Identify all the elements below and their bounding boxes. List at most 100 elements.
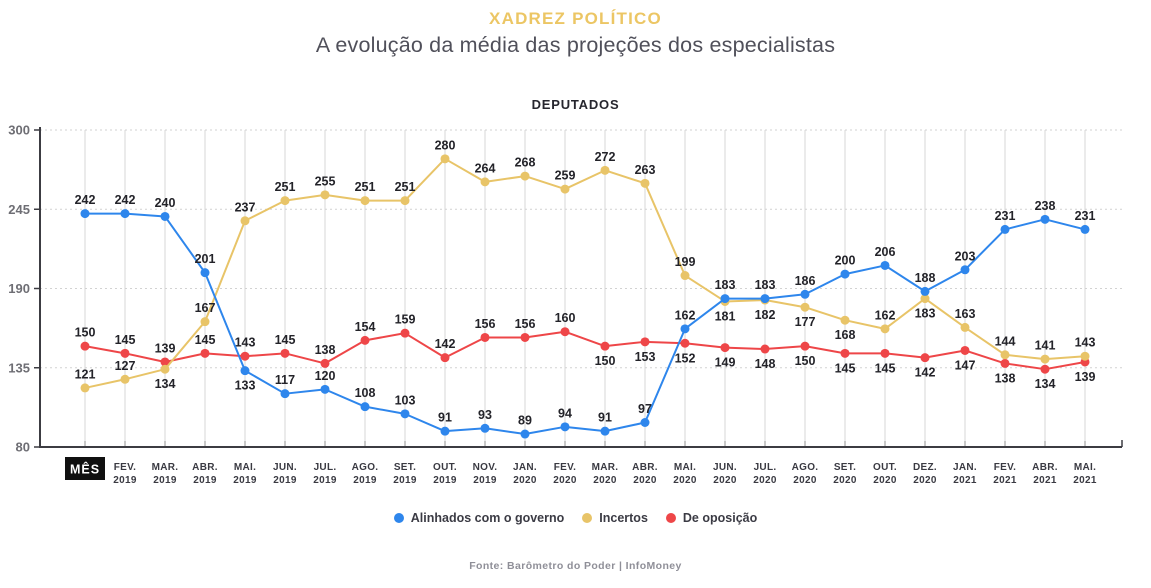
data-point[interactable] [720, 294, 730, 304]
x-axis-label: AGO. [792, 462, 819, 473]
series-line-incertos [84, 157, 1086, 389]
data-point[interactable] [920, 353, 930, 363]
data-point[interactable] [840, 348, 850, 358]
data-point[interactable] [120, 209, 130, 219]
data-point[interactable] [1040, 214, 1050, 224]
data-point[interactable] [400, 196, 410, 206]
data-point[interactable] [200, 317, 210, 327]
data-label: 134 [155, 377, 176, 391]
data-point[interactable] [240, 351, 250, 361]
data-point[interactable] [1040, 364, 1050, 374]
data-point[interactable] [240, 216, 250, 226]
data-point[interactable] [1040, 354, 1050, 364]
data-point[interactable] [280, 389, 290, 399]
x-axis-label: JUL. [754, 462, 777, 473]
data-point[interactable] [680, 324, 690, 334]
data-label: 121 [75, 367, 96, 381]
data-point[interactable] [160, 211, 170, 221]
data-point[interactable] [400, 328, 410, 338]
x-axis-label: FEV. [554, 462, 577, 473]
data-point[interactable] [1080, 224, 1090, 234]
x-axis-label: 2020 [553, 475, 577, 486]
data-point[interactable] [120, 374, 130, 384]
data-point[interactable] [520, 332, 530, 342]
data-point[interactable] [480, 332, 490, 342]
data-point[interactable] [1080, 351, 1090, 361]
data-point[interactable] [600, 426, 610, 436]
data-point[interactable] [320, 190, 330, 200]
data-point[interactable] [1000, 358, 1010, 368]
data-point[interactable] [280, 348, 290, 358]
data-point[interactable] [960, 265, 970, 275]
legend-item-alinhados[interactable]: Alinhados com o governo [393, 511, 564, 525]
data-point[interactable] [200, 348, 210, 358]
data-point[interactable] [800, 289, 810, 299]
data-point[interactable] [640, 337, 650, 347]
legend-item-incertos[interactable]: Incertos [582, 511, 648, 525]
data-label: 142 [915, 366, 936, 380]
data-point[interactable] [360, 196, 370, 206]
data-point[interactable] [920, 294, 930, 304]
data-point[interactable] [80, 341, 90, 351]
data-point[interactable] [800, 302, 810, 312]
data-label: 263 [635, 163, 656, 177]
data-point[interactable] [720, 343, 730, 353]
data-point[interactable] [120, 348, 130, 358]
data-label: 144 [995, 334, 1016, 348]
data-point[interactable] [920, 286, 930, 296]
data-point[interactable] [640, 418, 650, 428]
data-point[interactable] [680, 271, 690, 281]
data-point[interactable] [160, 357, 170, 367]
data-point[interactable] [1000, 224, 1010, 234]
data-label: 242 [115, 193, 136, 207]
data-point[interactable] [800, 341, 810, 351]
data-point[interactable] [200, 268, 210, 278]
data-label: 201 [195, 252, 216, 266]
data-point[interactable] [400, 409, 410, 419]
data-point[interactable] [960, 345, 970, 355]
data-point[interactable] [80, 383, 90, 393]
data-point[interactable] [760, 294, 770, 304]
data-point[interactable] [320, 384, 330, 394]
data-point[interactable] [560, 422, 570, 432]
data-point[interactable] [480, 423, 490, 433]
data-point[interactable] [520, 171, 530, 181]
data-point[interactable] [160, 364, 170, 374]
data-point[interactable] [840, 269, 850, 279]
data-point[interactable] [480, 177, 490, 187]
x-axis-label: OUT. [873, 462, 897, 473]
month-axis-badge [65, 457, 105, 480]
data-point[interactable] [760, 344, 770, 354]
data-point[interactable] [440, 426, 450, 436]
data-point[interactable] [440, 353, 450, 363]
x-axis-label: 2019 [393, 475, 417, 486]
data-point[interactable] [360, 402, 370, 412]
data-point[interactable] [560, 327, 570, 337]
data-point[interactable] [840, 315, 850, 325]
data-point[interactable] [960, 322, 970, 332]
data-point[interactable] [600, 165, 610, 175]
data-label: 272 [595, 150, 616, 164]
x-axis-label: 2020 [513, 475, 537, 486]
data-point[interactable] [880, 324, 890, 334]
data-point[interactable] [880, 348, 890, 358]
data-point[interactable] [240, 366, 250, 376]
data-point[interactable] [520, 429, 530, 439]
data-point[interactable] [1000, 350, 1010, 360]
data-point[interactable] [80, 209, 90, 219]
data-label: 280 [435, 138, 456, 152]
data-point[interactable] [880, 260, 890, 270]
data-point[interactable] [640, 178, 650, 188]
x-axis-label: 2021 [953, 475, 977, 486]
data-label: 108 [355, 386, 376, 400]
data-point[interactable] [320, 358, 330, 368]
data-point[interactable] [280, 196, 290, 206]
x-axis-label: JUL. [314, 462, 337, 473]
data-point[interactable] [680, 338, 690, 348]
data-point[interactable] [560, 184, 570, 194]
data-point[interactable] [360, 335, 370, 345]
legend-item-oposicao[interactable]: De oposição [665, 511, 757, 525]
data-point[interactable] [440, 154, 450, 164]
data-point[interactable] [600, 341, 610, 351]
data-label: 182 [755, 308, 776, 322]
